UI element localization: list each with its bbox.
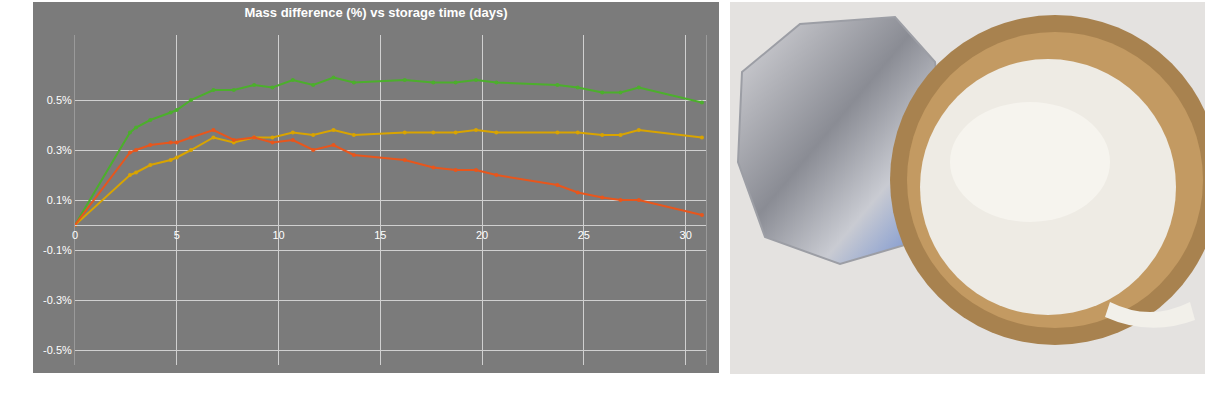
svg-text:0.5%: 0.5% xyxy=(47,94,72,106)
svg-text:0.1%: 0.1% xyxy=(47,194,72,206)
svg-text:-0.3%: -0.3% xyxy=(43,294,72,306)
svg-text:0.3%: 0.3% xyxy=(47,144,72,156)
svg-text:-0.1%: -0.1% xyxy=(43,244,72,256)
svg-text:-0.5%: -0.5% xyxy=(43,344,72,356)
svg-text:20: 20 xyxy=(476,229,488,241)
svg-text:30: 30 xyxy=(680,229,692,241)
svg-text:Mass difference (%) vs storage: Mass difference (%) vs storage time (day… xyxy=(245,5,508,20)
svg-text:5: 5 xyxy=(174,229,180,241)
svg-text:25: 25 xyxy=(578,229,590,241)
svg-text:15: 15 xyxy=(374,229,386,241)
svg-text:10: 10 xyxy=(272,229,284,241)
svg-text:0: 0 xyxy=(72,229,78,241)
